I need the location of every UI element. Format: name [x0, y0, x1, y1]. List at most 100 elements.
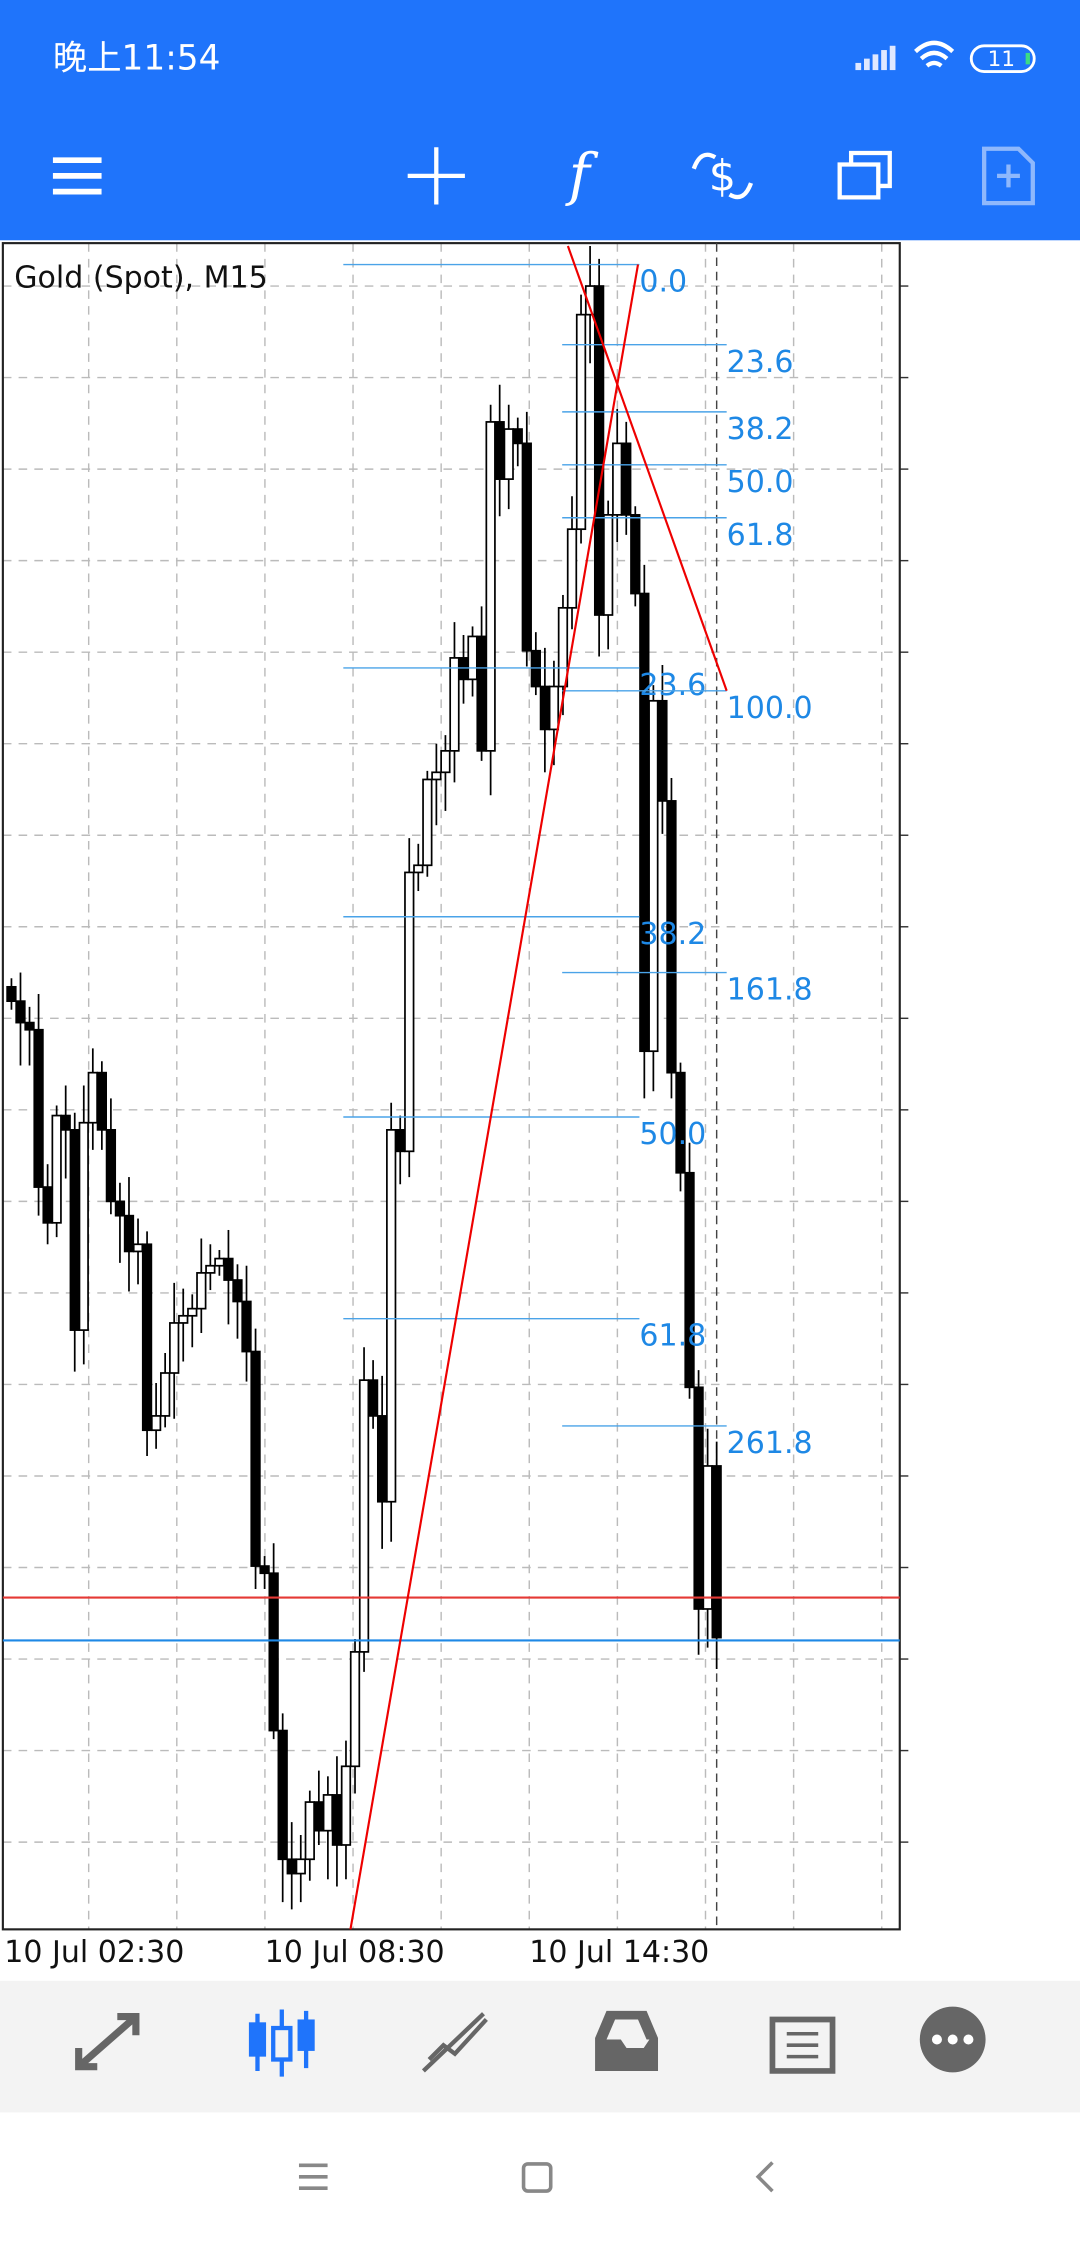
candle-body: [666, 800, 677, 1074]
candle-body: [214, 1257, 225, 1267]
trend-line: [349, 264, 640, 1930]
fibonacci: 0.0 23.6 38.2 50.0 61.8 23.6 38.2 50.0 61.8 100.0…: [343, 263, 813, 1461]
candle-body: [277, 1729, 288, 1861]
candle-body: [711, 1465, 722, 1639]
candle-body: [223, 1257, 234, 1281]
home-button[interactable]: [521, 2162, 553, 2193]
system-nav: [0, 2112, 1080, 2244]
candle-body: [178, 1314, 189, 1324]
candle-body: [322, 1794, 334, 1832]
candle-body: [367, 1379, 379, 1417]
fib-label: 50.0: [727, 465, 794, 500]
candle-body: [69, 1129, 80, 1331]
candle-body: [603, 514, 614, 616]
candle-body: [566, 528, 578, 609]
candle-body: [132, 1243, 144, 1253]
candle-body: [440, 750, 451, 774]
fib-label: 23.6: [639, 668, 706, 703]
candle-body: [295, 1858, 306, 1875]
candle-body: [557, 606, 569, 688]
menu-button[interactable]: [52, 157, 102, 195]
candle-body: [286, 1858, 297, 1875]
candle-body: [123, 1214, 135, 1253]
candle-body: [575, 313, 587, 531]
candle-body: [96, 1071, 108, 1131]
candle-body: [358, 1379, 370, 1653]
candle-body: [105, 1129, 117, 1203]
candle-body: [648, 699, 659, 1053]
fib-label: 161.8: [727, 973, 813, 1008]
news-lines: [786, 2031, 819, 2059]
candle-body: [539, 685, 551, 731]
candle-body: [702, 1465, 713, 1610]
candle-body: [331, 1794, 343, 1846]
candle-body: [259, 1565, 270, 1575]
candle-body: [33, 1028, 44, 1188]
candle-body: [675, 1071, 686, 1174]
fib-label: 38.2: [639, 917, 706, 952]
candle-body: [593, 285, 605, 616]
history-inner: [606, 2019, 650, 2049]
fib-label: 261.8: [727, 1426, 813, 1461]
chart-frame: [1, 242, 901, 1931]
candle-body: [340, 1765, 352, 1846]
candle-body: [431, 771, 442, 781]
chart-tab[interactable]: [248, 2009, 315, 2077]
candle-body: [684, 1171, 695, 1389]
crosshair-button[interactable]: [407, 147, 465, 205]
candle-body: [349, 1651, 361, 1768]
windows-button[interactable]: [837, 150, 892, 200]
candle-body: [205, 1264, 216, 1274]
system-nav-buttons: [298, 2161, 774, 2193]
candle-body: [548, 685, 560, 731]
candle-body: [494, 421, 505, 480]
candle-body: [503, 428, 514, 480]
candle-body: [639, 592, 650, 1053]
candle-body: [313, 1801, 324, 1832]
chart-symbol: Gold (Spot), M15: [14, 260, 267, 295]
quotes-tab[interactable]: [75, 2013, 140, 2071]
candle-body: [521, 442, 532, 652]
trend-line: [566, 245, 728, 692]
candle-body: [250, 1350, 261, 1567]
status-icons: [855, 40, 1036, 73]
candle-body: [467, 635, 478, 681]
time-label: 10 Jul 02:30: [4, 1935, 184, 1970]
time-label: 10 Jul 14:30: [529, 1935, 709, 1970]
candle-body: [693, 1386, 704, 1610]
recents-button[interactable]: [298, 2163, 328, 2191]
trade-tab[interactable]: [421, 2012, 488, 2073]
candle-body: [512, 428, 523, 445]
news-tab[interactable]: [769, 2016, 836, 2074]
chat-dots: [931, 2034, 974, 2045]
candle-body: [15, 1000, 26, 1024]
app-bar: [0, 0, 1080, 241]
candle-body: [196, 1272, 207, 1310]
candle-body: [114, 1200, 126, 1217]
fib-label: 0.0: [639, 265, 687, 300]
candle-body: [24, 1021, 35, 1031]
chart-grid: [2, 243, 909, 1930]
candle-body: [42, 1186, 53, 1224]
battery-level: 11: [988, 47, 1015, 72]
fib-label: 100.0: [727, 691, 813, 726]
back-button[interactable]: [755, 2161, 774, 2193]
candle-body: [150, 1415, 162, 1432]
fib-label: 61.8: [727, 518, 794, 553]
candle-body: [6, 985, 17, 1003]
fib-label: 61.8: [639, 1319, 706, 1354]
candle-body: [169, 1322, 180, 1374]
candle-body: [304, 1801, 315, 1861]
candle-body: [187, 1307, 198, 1317]
trade-button[interactable]: $: [709, 151, 736, 201]
candles: [6, 245, 722, 1910]
candle-body: [485, 421, 496, 752]
candle-body: [268, 1572, 279, 1732]
candle-body: [621, 442, 632, 516]
candle-body: [141, 1243, 153, 1432]
fib-label: 38.2: [727, 412, 794, 447]
new-order-button[interactable]: [982, 146, 1035, 206]
